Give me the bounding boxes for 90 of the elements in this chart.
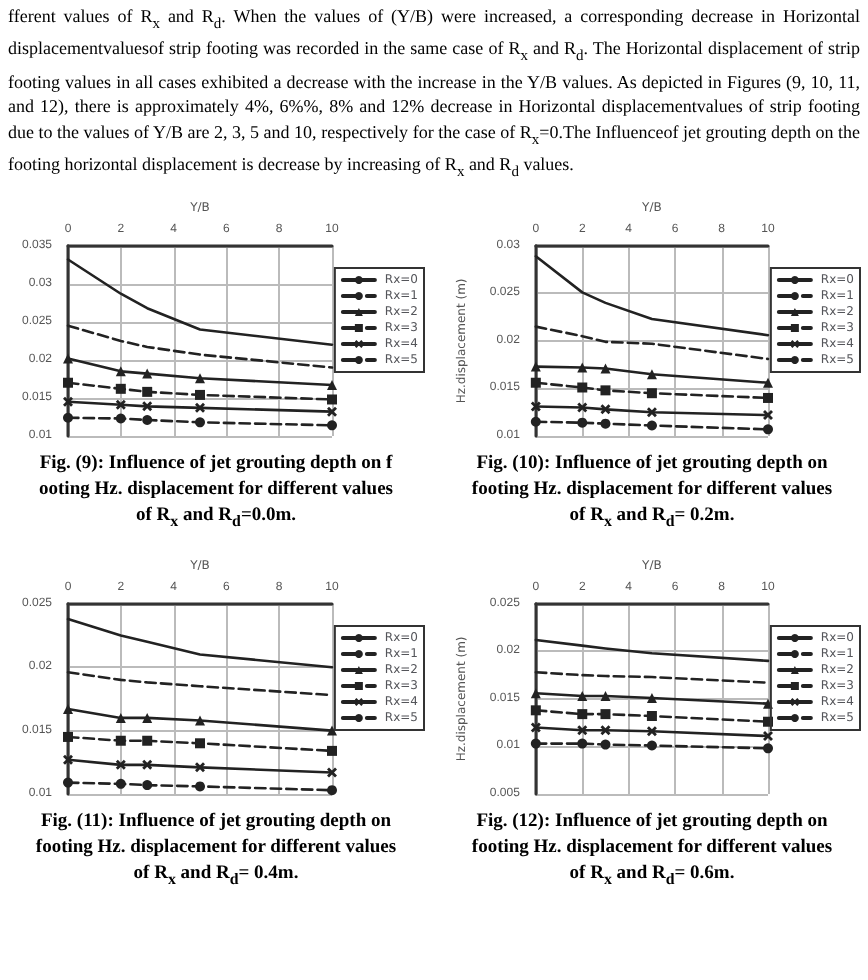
point bbox=[115, 713, 126, 724]
point bbox=[327, 767, 337, 778]
point bbox=[195, 762, 205, 773]
point bbox=[577, 738, 588, 749]
point bbox=[142, 387, 153, 398]
text: fferent values of R$_{x}$ and R$_{d}$. When the values of (Y/B) were increased, a corresponding decrease in Horizontal displacementvaluesof strip footing was recorded in the same case of R$_{x}$ and R$_{d}$. The Horizontal displacement of strip footing values in all cases exhibited a decrease with the increase in the Y/B values. As depicted in Figures (9, 10, 11, and 12), there is approximately 4%, 6%%, 8% and 12% decrease in Horizontal displacementvalues of strip footing due to the values of Y/B are 2, 3, 5 and 10, respectively for the case of R$_{x}$=0.The Influenceof jet grouting depth on the footing horizontal displacement is decrease by increasing of R$_{x}$ and R$_{d}$ values. bbox=[8, 6, 861, 180]
point bbox=[577, 725, 588, 736]
point bbox=[646, 407, 657, 418]
point bbox=[327, 407, 337, 418]
point bbox=[600, 709, 611, 720]
point bbox=[763, 424, 773, 435]
point bbox=[646, 420, 657, 431]
point bbox=[646, 369, 657, 380]
point bbox=[195, 738, 205, 749]
point bbox=[142, 780, 153, 791]
point bbox=[646, 693, 657, 704]
point bbox=[530, 417, 541, 428]
text: Fig. (12): Influence of jet grouting depth on footing Hz. displacement for different values of R$_{x}$ and R$_{d}$= 0.6m. bbox=[469, 810, 835, 892]
point bbox=[63, 413, 73, 424]
line-series bbox=[534, 638, 770, 663]
point bbox=[600, 363, 611, 374]
point bbox=[115, 779, 126, 790]
point bbox=[115, 413, 126, 424]
point bbox=[115, 759, 126, 770]
line-series bbox=[534, 255, 770, 337]
point bbox=[577, 709, 588, 720]
point bbox=[195, 715, 205, 726]
point bbox=[646, 711, 657, 722]
point bbox=[327, 420, 337, 431]
line-series bbox=[66, 617, 334, 669]
point bbox=[530, 688, 541, 699]
text: Fig. (10): Influence of jet grouting depth on footing Hz. displacement for different values of R$_{x}$ and R$_{d}$= 0.2m. bbox=[469, 452, 835, 535]
point bbox=[142, 401, 153, 412]
point bbox=[63, 704, 73, 715]
point bbox=[600, 404, 611, 415]
point bbox=[63, 732, 73, 743]
point bbox=[530, 705, 541, 716]
point bbox=[327, 380, 337, 391]
point bbox=[600, 739, 611, 750]
point bbox=[646, 388, 657, 399]
point bbox=[115, 735, 126, 746]
point bbox=[577, 418, 588, 429]
point bbox=[195, 390, 205, 401]
point bbox=[600, 691, 611, 702]
point bbox=[577, 362, 588, 373]
point bbox=[115, 400, 126, 411]
point bbox=[142, 415, 153, 426]
point bbox=[577, 382, 588, 393]
point bbox=[763, 378, 773, 389]
point bbox=[577, 691, 588, 702]
line-series bbox=[66, 258, 334, 347]
point bbox=[63, 378, 73, 389]
point bbox=[63, 777, 73, 788]
point bbox=[327, 394, 337, 405]
point bbox=[763, 393, 773, 404]
point bbox=[763, 410, 773, 421]
point bbox=[195, 417, 205, 428]
point bbox=[646, 740, 657, 751]
text: Fig. (9): Influence of jet grouting depth on f ooting Hz. displacement for different values of R$_{x}$ and R$_{d}$=0.0m. bbox=[37, 452, 395, 535]
point bbox=[115, 384, 126, 395]
point bbox=[63, 397, 73, 408]
point bbox=[142, 713, 153, 724]
point bbox=[600, 725, 611, 736]
point bbox=[327, 785, 337, 796]
point bbox=[195, 373, 205, 384]
point bbox=[327, 746, 337, 757]
line-series bbox=[534, 325, 770, 361]
point bbox=[646, 726, 657, 737]
line-series bbox=[66, 671, 334, 697]
point bbox=[327, 725, 337, 736]
point bbox=[763, 731, 773, 742]
point bbox=[577, 402, 588, 413]
point bbox=[530, 738, 541, 749]
point bbox=[763, 743, 773, 754]
point bbox=[142, 735, 153, 746]
point bbox=[530, 378, 541, 389]
point bbox=[195, 781, 205, 792]
point bbox=[63, 353, 73, 364]
point bbox=[530, 361, 541, 372]
point bbox=[195, 403, 205, 414]
point bbox=[142, 759, 153, 770]
point bbox=[530, 722, 541, 733]
point bbox=[600, 419, 611, 430]
line-series bbox=[66, 324, 334, 370]
point bbox=[115, 366, 126, 377]
point bbox=[142, 368, 153, 379]
point bbox=[600, 385, 611, 396]
point bbox=[63, 754, 73, 765]
text: Fig. (11): Influence of jet grouting depth on footing Hz. displacement for different values of R$_{x}$ and R$_{d}$= 0.4m. bbox=[33, 810, 399, 892]
point bbox=[530, 401, 541, 412]
